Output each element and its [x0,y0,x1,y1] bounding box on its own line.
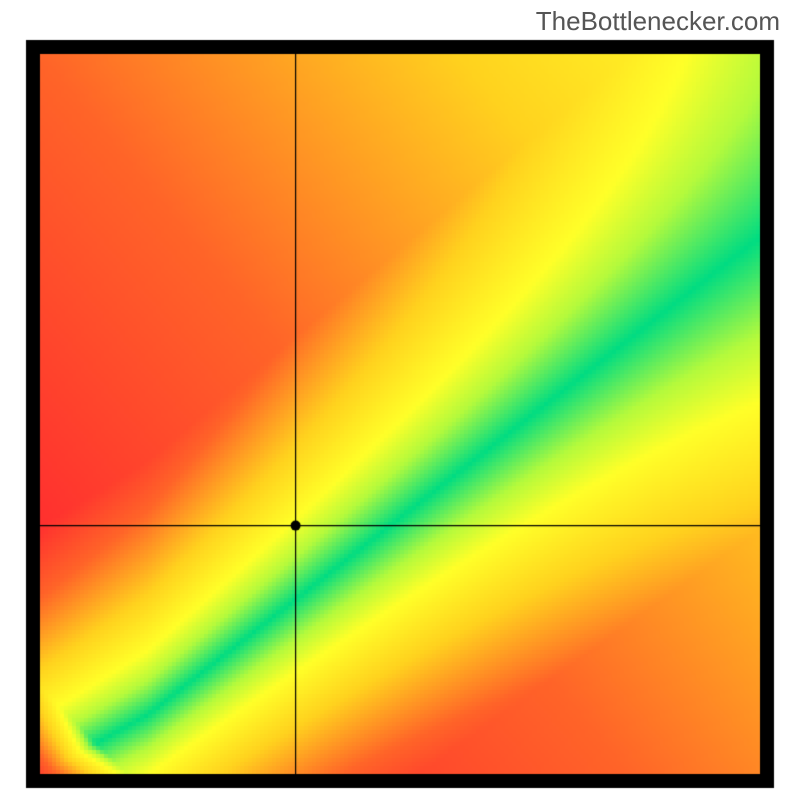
watermark: TheBottlenecker.com [536,6,780,37]
heatmap-canvas [0,0,800,800]
chart-container: TheBottlenecker.com [0,0,800,800]
